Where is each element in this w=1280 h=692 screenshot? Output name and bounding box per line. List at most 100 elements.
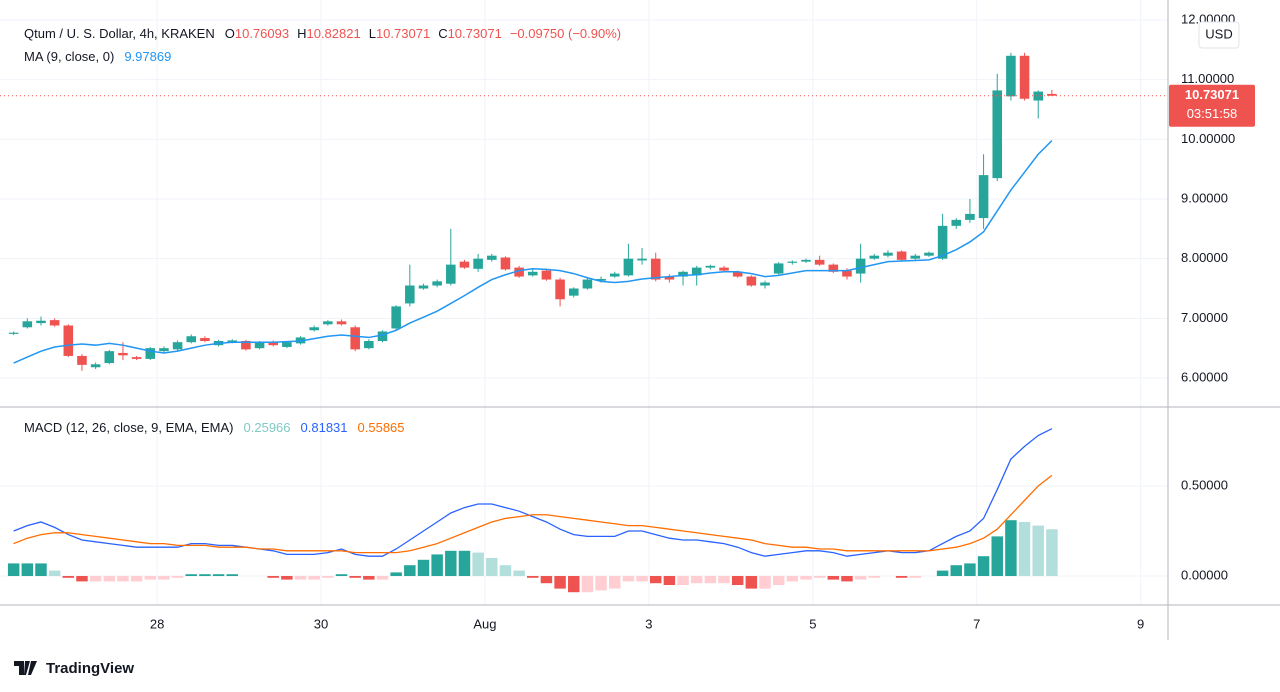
candle-body [336,321,347,325]
ohlc-key: H [297,26,306,41]
histogram-bar [527,576,539,578]
histogram-bar [991,536,1003,577]
candle-body [555,279,565,300]
histogram-bar [568,576,580,593]
ohlc-value: 10.73071 [448,26,502,41]
histogram-bar [48,570,61,577]
candle-body [487,255,497,260]
y-tick-label: 6.00000 [1181,369,1228,384]
macd-legend: MACD (12, 26, close, 9, EMA, EMA) 0.25966… [24,420,405,435]
histogram-bar [772,576,785,586]
histogram-bar [554,576,566,589]
histogram-bar [786,576,799,582]
histogram-bar [21,563,34,577]
histogram-bar [1005,520,1017,577]
candle-body [1006,55,1016,97]
candle-body [90,364,101,368]
histogram-bar [895,576,908,578]
candle-body [937,225,948,259]
histogram-bar [977,556,990,577]
histogram-bar [417,559,430,577]
candle-body [1019,55,1030,99]
candle-body [8,332,19,334]
candle-body [473,258,483,269]
candle-body [77,355,87,365]
candle-body [719,267,729,271]
candle-body [254,342,265,349]
candle-body [705,265,716,268]
candle-body [992,90,1003,179]
histogram-bar [185,574,197,577]
candle-body [36,320,46,324]
histogram-bar [486,558,498,577]
histogram-bar [7,563,20,577]
histogram-bar [540,576,553,584]
candle-body [268,342,278,346]
histogram-bar [363,576,375,580]
symbol-title: Qtum / U. S. Dollar, 4h, KRAKEN [24,26,215,41]
macd-line [13,428,1053,557]
histogram-bar [390,572,402,577]
candle-body [596,278,606,281]
histogram-bar [322,576,334,578]
candle-body [241,341,251,350]
candle-body [568,288,579,296]
histogram-bar [117,576,129,582]
histogram-bar [513,570,525,577]
histogram-bar [199,574,211,577]
candle-body [145,348,156,359]
macd-title: MACD (12, 26, close, 9, EMA, EMA) [24,420,234,435]
candle-body [49,320,60,326]
candle-body [869,255,880,259]
last-price-label: 10.73071 [1185,87,1239,102]
ohlc-value: 10.82821 [306,26,360,41]
histogram-bar [349,576,361,578]
candle-body [432,281,442,286]
candle-body [350,327,360,350]
candle-body [63,325,74,356]
histogram-bar [1032,525,1044,577]
histogram-bar [581,576,594,593]
candle-body [924,252,934,256]
histogram-bar [1046,529,1058,577]
moving-average-line [13,140,1053,364]
histogram-bar [130,576,143,582]
candle-body [282,342,292,347]
candle-body [691,267,702,276]
histogram-bar [731,576,744,586]
histogram-bar [76,576,88,582]
histogram-bar [595,576,607,591]
indicator-name: MA (9, close, 0) [24,49,114,64]
indicator-value: 9.97869 [124,49,171,64]
candle-body [609,273,620,277]
histogram-bar [103,576,116,582]
candle-body [200,338,210,342]
x-tick-label: 3 [645,616,652,631]
macd-value: 0.55865 [358,420,405,435]
logo-icon [14,661,37,675]
candle-body [459,261,470,268]
candle-body [186,336,197,343]
histogram-bar [308,576,320,580]
x-tick-label: 5 [809,616,816,631]
candle-body [527,271,538,276]
histogram-bar [718,576,730,584]
histogram-bar [1018,521,1031,577]
branding-label: TradingView [46,660,134,677]
candle-body [664,276,675,280]
candle-body [883,252,893,256]
symbol-legend: Qtum / U. S. Dollar, 4h, KRAKEN O10.76093… [24,26,621,41]
candle-body [678,271,688,277]
histogram-bar [868,576,881,578]
histogram-bar [649,576,662,584]
candle-body [405,285,415,304]
histogram-bar [813,576,826,578]
histogram-bar [854,576,867,580]
candle-body [650,258,661,280]
last-price-badge [1169,84,1255,127]
x-tick-label: Aug [473,616,496,631]
candle-body [965,213,975,220]
macd-value: 0.25966 [244,420,291,435]
change-value: −0.09750 (−0.90%) [510,26,621,41]
